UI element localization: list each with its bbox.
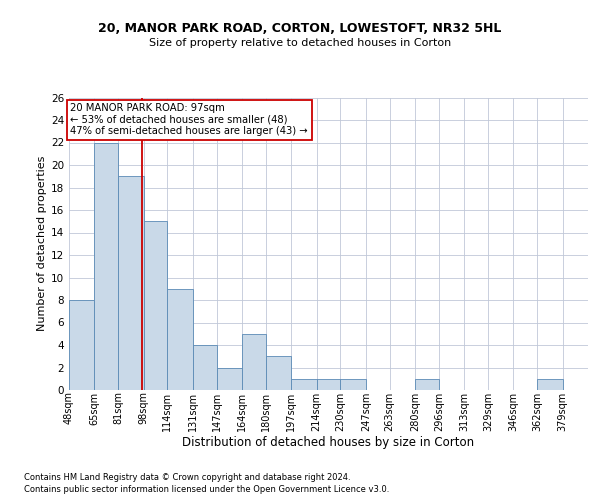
Text: Size of property relative to detached houses in Corton: Size of property relative to detached ho… [149,38,451,48]
Bar [537,379,563,390]
Text: Contains public sector information licensed under the Open Government Licence v3: Contains public sector information licen… [24,485,389,494]
Bar [340,379,366,390]
Bar [217,368,242,390]
Y-axis label: Number of detached properties: Number of detached properties [37,156,47,332]
Text: 20, MANOR PARK ROAD, CORTON, LOWESTOFT, NR32 5HL: 20, MANOR PARK ROAD, CORTON, LOWESTOFT, … [98,22,502,36]
Bar [266,356,291,390]
Bar [94,142,118,390]
Bar [193,345,217,390]
Bar [242,334,266,390]
X-axis label: Distribution of detached houses by size in Corton: Distribution of detached houses by size … [182,436,475,450]
Text: Contains HM Land Registry data © Crown copyright and database right 2024.: Contains HM Land Registry data © Crown c… [24,472,350,482]
Bar [317,379,340,390]
Bar [415,379,439,390]
Bar [118,176,143,390]
Text: 20 MANOR PARK ROAD: 97sqm
← 53% of detached houses are smaller (48)
47% of semi-: 20 MANOR PARK ROAD: 97sqm ← 53% of detac… [70,103,308,136]
Bar [143,221,167,390]
Bar [69,300,94,390]
Bar [291,379,317,390]
Bar [167,289,193,390]
